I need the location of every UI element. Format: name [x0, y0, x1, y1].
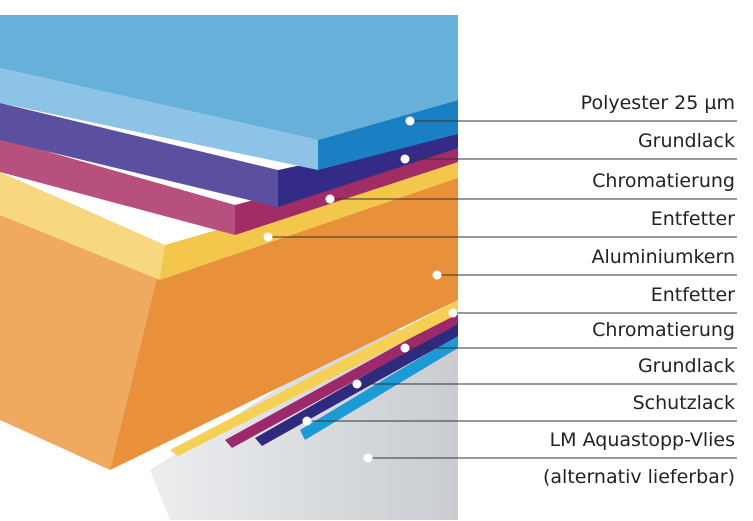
marker-dot	[363, 453, 373, 463]
layer-face	[0, 215, 160, 470]
marker-dot	[432, 270, 442, 280]
marker-dot	[405, 116, 415, 126]
layer-label: Schutzlack	[633, 392, 735, 414]
layer-face	[318, 100, 458, 170]
layer-label: LM Aquastopp-Vlies	[550, 429, 735, 451]
marker-dot	[352, 379, 362, 389]
layer-stack	[0, 15, 458, 520]
marker-dot	[302, 416, 312, 426]
layer-face	[110, 175, 458, 470]
layer-face	[170, 300, 458, 456]
labels: Polyester 25 µm Grundlack Chromatierung Ent…	[263, 92, 737, 488]
layer-label: Chromatierung	[592, 319, 735, 341]
layer-face	[0, 172, 165, 280]
layer-face	[0, 15, 458, 140]
layer-face	[278, 132, 458, 207]
layer-label: Aluminiumkern	[591, 246, 735, 268]
layer-face	[225, 312, 458, 448]
marker-dot	[263, 232, 273, 242]
marker-dot	[325, 194, 335, 204]
layer-label: Entfetter	[651, 208, 735, 230]
marker-dot	[400, 343, 410, 353]
layer-face	[0, 103, 278, 207]
layer-face	[160, 160, 458, 280]
layer-label: Grundlack	[638, 130, 735, 152]
layer-face	[235, 145, 458, 235]
layer-face	[300, 335, 458, 440]
layer-label: Grundlack	[638, 355, 735, 377]
layer-label: Chromatierung	[592, 170, 735, 192]
layer-face	[0, 138, 235, 235]
marker-dot	[448, 308, 458, 318]
layer-note: (alternativ lieferbar)	[543, 466, 735, 488]
layer-label: Entfetter	[651, 284, 735, 306]
layer-label: Polyester 25 µm	[581, 92, 735, 114]
layer-face	[0, 68, 318, 170]
marker-dot	[400, 154, 410, 164]
